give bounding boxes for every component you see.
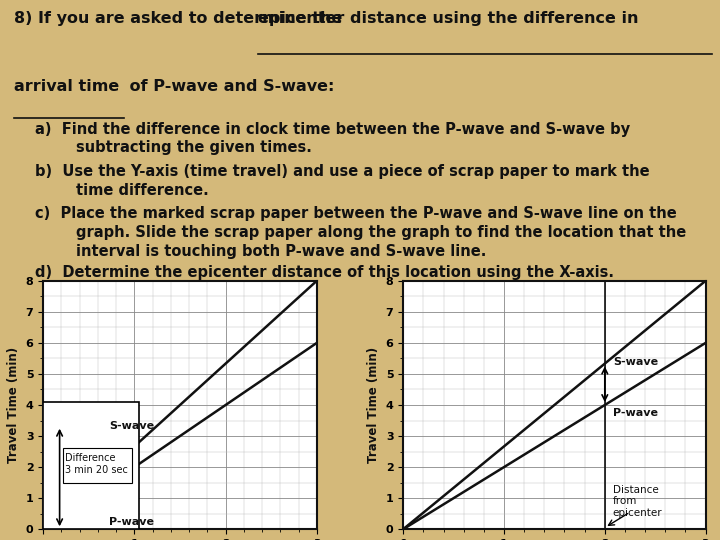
Text: 8) If you are asked to determine the: 8) If you are asked to determine the — [14, 11, 348, 26]
Bar — [63, 448, 132, 483]
Text: S-wave: S-wave — [109, 421, 154, 431]
Text: a)  Find the difference in clock time between the P-wave and S-wave by
        s: a) Find the difference in clock time bet… — [35, 122, 631, 156]
Bar — [43, 402, 139, 529]
Text: c)  Place the marked scrap paper between the P-wave and S-wave line on the
     : c) Place the marked scrap paper between … — [35, 206, 687, 259]
Text: of P-wave and S-wave:: of P-wave and S-wave: — [124, 79, 334, 94]
Text: P-wave: P-wave — [613, 408, 658, 418]
Y-axis label: Travel Time (min): Travel Time (min) — [367, 347, 380, 463]
Text: Distance
from
epicenter: Distance from epicenter — [613, 485, 662, 518]
Text: Difference
3 min 20 sec: Difference 3 min 20 sec — [65, 453, 128, 475]
Text: P-wave: P-wave — [109, 517, 154, 526]
Text: S-wave: S-wave — [613, 357, 658, 367]
Text: b)  Use the Y-axis (time travel) and use a piece of scrap paper to mark the
    : b) Use the Y-axis (time travel) and use … — [35, 164, 650, 198]
Text: epicenter distance using the difference in: epicenter distance using the difference … — [258, 11, 638, 26]
Text: d)  Determine the epicenter distance of this location using the X-axis.: d) Determine the epicenter distance of t… — [35, 265, 614, 280]
Y-axis label: Travel Time (min): Travel Time (min) — [7, 347, 20, 463]
Text: arrival time: arrival time — [14, 79, 120, 94]
